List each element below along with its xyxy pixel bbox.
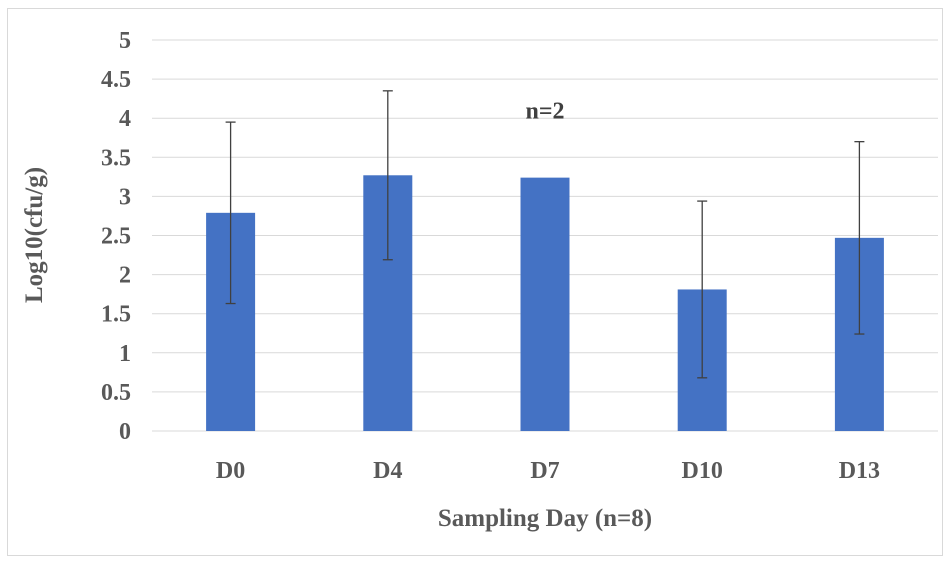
chart-frame — [7, 8, 943, 556]
error-bar-d4 — [382, 90, 393, 261]
y-tick-label: 5 — [119, 28, 131, 54]
y-tick-label: 2 — [119, 263, 131, 289]
annotation-label: n=2 — [525, 98, 564, 124]
annotations: n=2 — [525, 98, 564, 124]
y-tick-label: 3.5 — [101, 145, 131, 171]
y-tick-label: 1 — [119, 341, 131, 367]
y-axis-title: Log10(cfu/g) — [21, 167, 48, 303]
y-tick-label: 1.5 — [101, 302, 131, 328]
error-bar-d0 — [225, 121, 236, 305]
x-axis-title: Sampling Day (n=8) — [438, 505, 652, 532]
error-bar-d10 — [697, 200, 708, 379]
gridlines — [152, 39, 938, 432]
y-tick-labels: 0 0.5 1 1.5 2 2.5 3 3.5 4 4.5 5 — [101, 28, 131, 445]
x-tick-label: D10 — [682, 458, 723, 484]
x-tick-label: D4 — [373, 458, 402, 484]
x-tick-label: D7 — [530, 458, 559, 484]
y-tick-label: 4 — [119, 106, 131, 132]
bar-d7 — [520, 177, 570, 431]
y-tick-label: 0.5 — [101, 380, 131, 406]
y-tick-label: 3 — [119, 184, 131, 210]
y-tick-label: 0 — [119, 419, 131, 445]
bars — [206, 175, 884, 431]
x-tick-labels: D0 D4 D7 D10 D13 — [216, 458, 880, 484]
y-tick-label: 2.5 — [101, 224, 131, 250]
error-bars — [225, 90, 865, 379]
x-tick-label: D13 — [839, 458, 880, 484]
y-tick-label: 4.5 — [101, 67, 131, 93]
x-tick-label: D0 — [216, 458, 245, 484]
error-bar-d13 — [854, 141, 865, 335]
